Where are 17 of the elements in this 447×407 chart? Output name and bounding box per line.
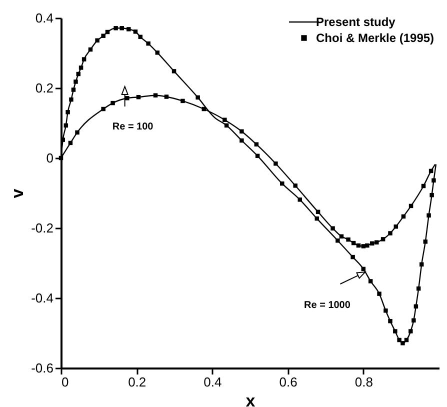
y-tick-label: 0 bbox=[46, 150, 54, 166]
annotation: Re = 100 bbox=[112, 122, 154, 132]
legend-label: Present study bbox=[316, 15, 396, 29]
x-tick-label: 0.8 bbox=[354, 374, 373, 390]
y-tick-label: -0.4 bbox=[31, 290, 54, 306]
y-tick-label: -0.6 bbox=[31, 360, 54, 376]
x-tick-label: 0.4 bbox=[204, 374, 222, 390]
y-axis-title: v bbox=[8, 188, 28, 198]
x-tick-label: 0.2 bbox=[128, 374, 146, 390]
y-tick-label: 0.2 bbox=[35, 80, 54, 96]
x-tick-label: 0 bbox=[62, 374, 69, 390]
y-tick-label: 0.4 bbox=[35, 10, 54, 26]
legend-label: Choi & Merkle (1995) bbox=[316, 31, 434, 45]
x-tick-label: 0.6 bbox=[279, 374, 298, 390]
x-axis-title: x bbox=[246, 392, 256, 407]
annotation: Re = 1000 bbox=[304, 300, 351, 311]
y-tick-label: -0.2 bbox=[31, 220, 54, 236]
